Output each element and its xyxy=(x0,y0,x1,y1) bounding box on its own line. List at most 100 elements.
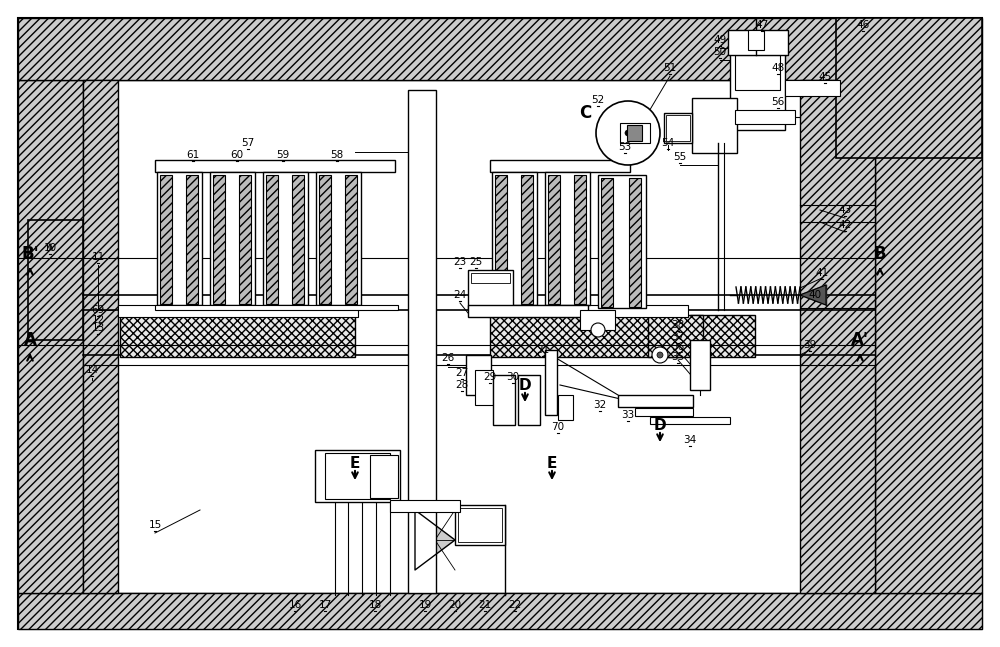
Text: 58: 58 xyxy=(330,150,344,160)
Text: 17: 17 xyxy=(318,600,332,610)
Bar xyxy=(210,172,255,305)
Text: E: E xyxy=(350,455,360,470)
Text: 53: 53 xyxy=(618,142,632,152)
Text: 15: 15 xyxy=(148,520,162,530)
Bar xyxy=(263,172,308,305)
Bar xyxy=(28,220,83,340)
Text: 54: 54 xyxy=(661,138,675,148)
Circle shape xyxy=(591,323,605,337)
Text: 61: 61 xyxy=(186,150,200,160)
Text: 45: 45 xyxy=(818,72,832,82)
Text: B: B xyxy=(874,245,886,263)
Text: 49: 49 xyxy=(713,35,727,45)
Bar xyxy=(635,408,693,416)
Bar xyxy=(239,175,251,304)
Text: 21: 21 xyxy=(478,600,492,610)
Text: 33: 33 xyxy=(621,410,635,420)
Bar xyxy=(390,500,460,512)
Bar xyxy=(495,175,507,304)
Text: 40: 40 xyxy=(808,290,822,300)
Bar xyxy=(518,375,540,425)
Bar xyxy=(468,270,513,310)
Bar xyxy=(213,175,225,304)
Bar xyxy=(458,508,502,542)
Bar xyxy=(466,355,491,395)
Text: 25: 25 xyxy=(469,257,483,267)
Bar xyxy=(18,593,982,629)
Text: 47: 47 xyxy=(755,20,769,30)
Text: 14: 14 xyxy=(85,365,99,375)
Polygon shape xyxy=(800,285,826,305)
Text: 38: 38 xyxy=(671,320,685,330)
Text: 55: 55 xyxy=(673,152,687,162)
Bar xyxy=(601,178,613,307)
Bar xyxy=(558,395,573,420)
Bar xyxy=(875,80,982,593)
Text: 50: 50 xyxy=(713,47,727,57)
Text: 36: 36 xyxy=(671,342,685,352)
Text: 10: 10 xyxy=(43,243,57,253)
Bar xyxy=(545,350,557,415)
Bar xyxy=(475,370,493,405)
Bar xyxy=(325,453,390,499)
Bar xyxy=(690,340,710,390)
Bar xyxy=(574,175,586,304)
Circle shape xyxy=(652,347,668,363)
Text: E: E xyxy=(547,455,557,470)
Text: 18: 18 xyxy=(368,600,382,610)
Text: D: D xyxy=(654,417,666,432)
Bar xyxy=(345,175,357,304)
Text: C: C xyxy=(579,104,591,122)
Bar xyxy=(692,98,737,153)
Text: A: A xyxy=(24,331,36,349)
Text: 29: 29 xyxy=(483,372,497,382)
Text: B': B' xyxy=(21,245,39,263)
Bar xyxy=(666,115,690,141)
Text: 41: 41 xyxy=(815,268,829,278)
Text: 37: 37 xyxy=(671,332,685,342)
Bar xyxy=(493,375,515,425)
Text: 46: 46 xyxy=(856,20,870,30)
Text: 56: 56 xyxy=(771,97,785,107)
Text: 24: 24 xyxy=(453,290,467,300)
Text: 48: 48 xyxy=(771,63,785,73)
Bar xyxy=(316,172,361,305)
Text: 27: 27 xyxy=(455,368,469,378)
Text: 39: 39 xyxy=(803,340,817,350)
Bar xyxy=(735,110,795,124)
Bar xyxy=(319,175,331,304)
Bar xyxy=(471,273,510,283)
Bar xyxy=(83,80,875,593)
Bar xyxy=(800,80,875,593)
Text: A': A' xyxy=(851,331,869,349)
Text: 34: 34 xyxy=(683,435,697,445)
Text: 19: 19 xyxy=(418,600,432,610)
Polygon shape xyxy=(415,510,455,570)
Bar xyxy=(648,315,703,357)
Circle shape xyxy=(625,130,631,136)
Bar xyxy=(490,315,685,357)
Text: 42: 42 xyxy=(838,220,852,230)
Bar xyxy=(160,175,172,304)
Text: 52: 52 xyxy=(591,95,605,105)
Bar xyxy=(186,175,198,304)
Bar xyxy=(620,123,650,143)
Text: 23: 23 xyxy=(453,257,467,267)
Text: 20: 20 xyxy=(448,600,462,610)
Text: 30: 30 xyxy=(506,372,520,382)
Bar xyxy=(292,175,304,304)
Bar xyxy=(455,505,505,545)
Bar xyxy=(664,113,692,143)
Text: D: D xyxy=(519,377,531,393)
Bar xyxy=(490,160,630,172)
Bar xyxy=(785,80,840,96)
Bar xyxy=(748,30,764,50)
Bar xyxy=(266,175,278,304)
Text: 13: 13 xyxy=(91,323,105,333)
Bar xyxy=(408,90,436,593)
Text: 60: 60 xyxy=(230,150,244,160)
Text: 26: 26 xyxy=(441,353,455,363)
Bar xyxy=(120,315,355,357)
Bar xyxy=(521,175,533,304)
Bar xyxy=(690,315,755,357)
